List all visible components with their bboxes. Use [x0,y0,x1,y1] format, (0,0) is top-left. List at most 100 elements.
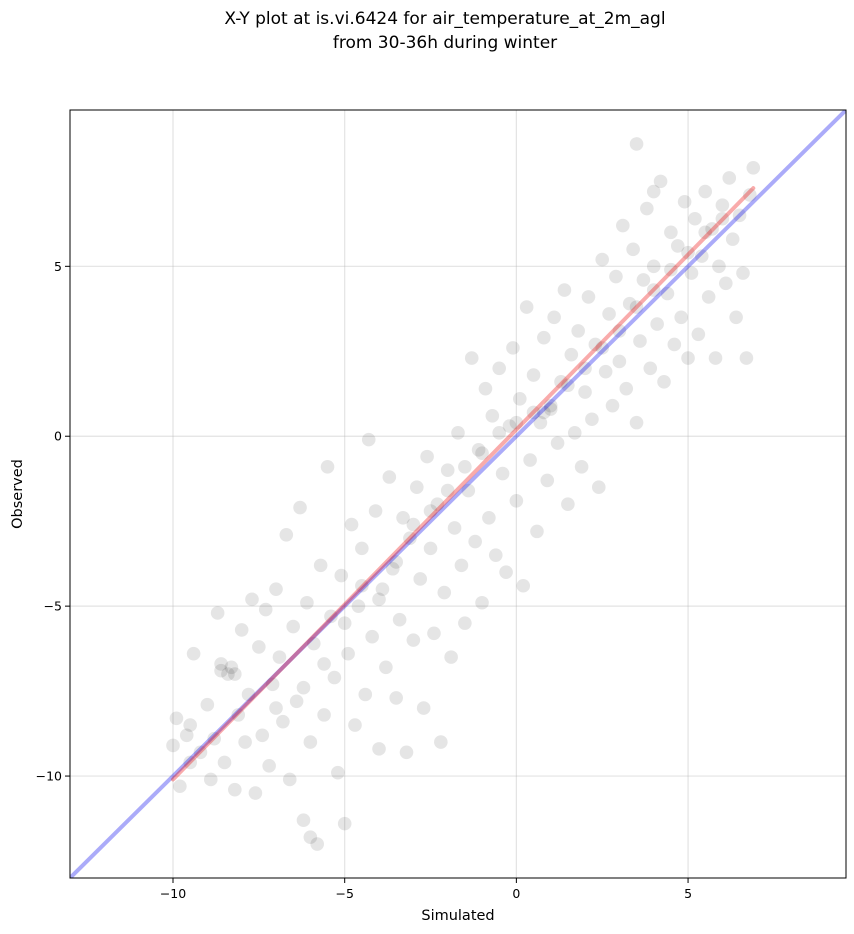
data-point-14 [224,660,239,675]
data-point-45 [331,765,345,780]
data-point-85 [468,534,482,549]
data-point-40 [313,558,328,573]
x-axis-label: Simulated [421,908,494,924]
data-point-53 [358,687,373,702]
data-point-144 [670,239,685,253]
data-point-91 [488,548,503,562]
data-point-57 [372,742,386,756]
data-point-146 [677,194,692,209]
data-point-136 [643,361,658,376]
data-point-128 [616,218,630,233]
data-point-43 [324,609,338,624]
data-point-65 [399,745,414,760]
data-points [166,137,761,851]
data-point-37 [303,735,318,749]
identity-line [70,110,846,878]
data-point-50 [348,718,362,732]
data-point-19 [241,687,256,702]
data-point-100 [519,300,534,314]
data-point-68 [409,480,424,495]
data-point-154 [705,222,719,236]
data-point-118 [581,290,596,304]
x-tick-label-3: 5 [684,886,692,901]
data-point-147 [681,351,695,365]
data-point-113 [564,347,579,362]
data-point-51 [351,599,366,613]
data-point-38 [306,636,321,651]
data-point-178 [372,592,386,607]
data-point-67 [406,633,421,647]
data-point-173 [269,701,283,715]
data-point-102 [526,368,541,382]
data-point-104 [533,415,548,430]
data-point-12 [217,755,232,770]
data-point-130 [622,296,637,311]
data-point-155 [708,351,723,365]
data-point-21 [248,786,263,800]
data-point-59 [379,660,393,675]
data-point-156 [712,259,726,274]
data-point-122 [595,252,610,267]
data-point-16 [231,708,246,722]
data-point-191 [578,361,592,376]
data-point-64 [396,510,410,525]
data-point-149 [688,211,702,226]
data-point-193 [612,324,627,338]
data-point-28 [272,650,287,664]
data-point-151 [694,249,709,263]
data-point-88 [478,381,493,396]
data-point-177 [355,578,369,593]
data-point-162 [732,208,747,223]
regression-line [171,186,756,782]
data-point-77 [440,463,455,478]
data-point-32 [286,619,300,634]
data-point-39 [310,837,325,851]
data-point-194 [629,300,644,314]
data-point-145 [674,310,688,325]
data-point-11 [214,657,228,671]
data-point-1 [169,711,184,726]
data-point-106 [540,473,555,488]
data-point-60 [382,470,397,484]
data-point-143 [667,337,682,352]
data-point-87 [475,595,489,610]
data-point-66 [403,531,417,545]
data-point-36 [300,595,314,610]
data-point-34 [293,500,307,515]
x-tick-label-2: 0 [512,886,520,901]
data-point-17 [234,623,249,637]
data-point-181 [423,504,438,518]
data-point-107 [543,402,558,416]
data-point-25 [262,759,276,773]
data-point-47 [337,816,352,831]
data-point-171 [214,663,228,678]
data-point-41 [317,708,331,722]
grid-lines [70,110,846,878]
data-point-148 [684,266,699,280]
data-point-180 [406,517,421,532]
data-point-58 [375,582,390,596]
data-point-26 [265,677,280,692]
data-point-92 [492,361,507,376]
data-point-131 [626,242,640,257]
data-point-94 [499,565,513,579]
data-point-168 [646,184,661,199]
data-point-111 [557,283,572,297]
data-point-93 [495,466,510,481]
data-point-75 [434,735,448,749]
data-point-29 [276,714,290,729]
data-point-101 [523,453,537,467]
data-point-23 [255,728,270,743]
data-point-89 [482,510,496,525]
plot-frame [69,109,847,879]
data-point-96 [506,341,520,355]
data-point-78 [444,650,458,664]
data-point-35 [296,813,311,828]
data-point-46 [334,568,349,583]
x-tick-label-0: −10 [160,886,186,901]
data-point-184 [475,446,489,461]
data-point-105 [537,330,551,345]
data-point-79 [447,521,462,535]
data-point-76 [437,585,452,600]
